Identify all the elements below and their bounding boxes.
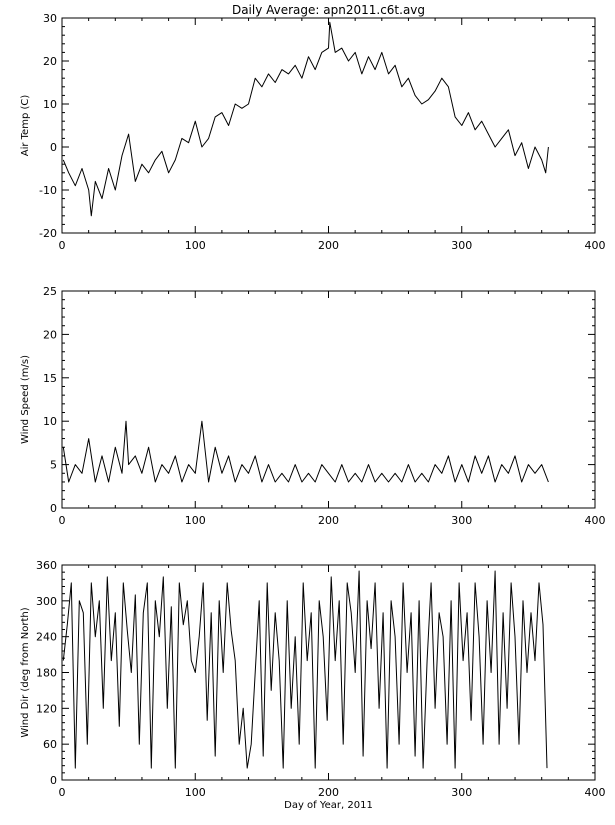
panel-1-y-tick-label: -10 xyxy=(39,184,57,197)
panel-3-x-tick-label: 300 xyxy=(451,786,472,799)
panel-1-y-tick-label: 10 xyxy=(43,98,57,111)
panel-1-x-tick-label: 300 xyxy=(451,239,472,252)
panel-3-x-axis-label: Day of Year, 2011 xyxy=(284,800,373,811)
panel-2-y-tick-label: 25 xyxy=(43,285,57,298)
panel-1-y-tick-label: 30 xyxy=(43,12,57,25)
panel-2-frame xyxy=(61,290,596,509)
panel-1-y-axis-label: Air Temp (C) xyxy=(20,95,31,157)
panel-2-x-tick-label: 300 xyxy=(451,514,472,527)
panel-2-x-tick-label: 100 xyxy=(185,514,206,527)
panel-1-x-tick-label: 200 xyxy=(318,239,339,252)
panel-3-y-tick-label: 300 xyxy=(36,595,57,608)
panel-3-y-tick-label: 360 xyxy=(36,559,57,572)
panel-2-x-tick-label: 0 xyxy=(59,514,66,527)
panel-1-x-tick-label: 100 xyxy=(185,239,206,252)
panel-1-y-tick-label: 0 xyxy=(50,141,57,154)
panel-1-frame xyxy=(61,17,596,234)
panel-3-x-tick-label: 0 xyxy=(59,786,66,799)
panel-3-y-tick-label: 240 xyxy=(36,631,57,644)
panel-1-x-tick-label: 400 xyxy=(585,239,606,252)
panel-3-series-line-1 xyxy=(62,570,548,769)
panel-3-x-tick-label: 400 xyxy=(585,786,606,799)
panel-1-y-tick-label: -20 xyxy=(39,227,57,240)
panel-1-y-tick-label: 20 xyxy=(43,55,57,68)
panel-2-y-axis-label: Wind Speed (m/s) xyxy=(20,355,31,444)
panel-2-y-tick-label: 0 xyxy=(50,502,57,515)
panel-3-y-tick-label: 0 xyxy=(50,774,57,787)
panel-1-x-tick-label: 0 xyxy=(59,239,66,252)
panel-2-x-tick-label: 400 xyxy=(585,514,606,527)
figure-title: Daily Average: apn2011.c6t.avg xyxy=(232,3,425,17)
panel-3-y-axis-label: Wind Dir (deg from North) xyxy=(20,607,31,737)
panel-3-x-tick-label: 100 xyxy=(185,786,206,799)
panel-3-y-tick-label: 60 xyxy=(43,738,57,751)
panel-3-y-tick-label: 120 xyxy=(36,702,57,715)
panel-3-x-tick-label: 200 xyxy=(318,786,339,799)
panel-2-series-line-1 xyxy=(62,420,549,483)
panel-3-y-tick-label: 180 xyxy=(36,667,57,680)
panel-2-y-tick-label: 20 xyxy=(43,328,57,341)
panel-2-y-tick-label: 15 xyxy=(43,372,57,385)
panel-1-series-line-1 xyxy=(62,21,549,217)
panel-2-y-tick-label: 5 xyxy=(50,459,57,472)
panel-2-y-tick-label: 10 xyxy=(43,415,57,428)
panel-2-x-tick-label: 200 xyxy=(318,514,339,527)
